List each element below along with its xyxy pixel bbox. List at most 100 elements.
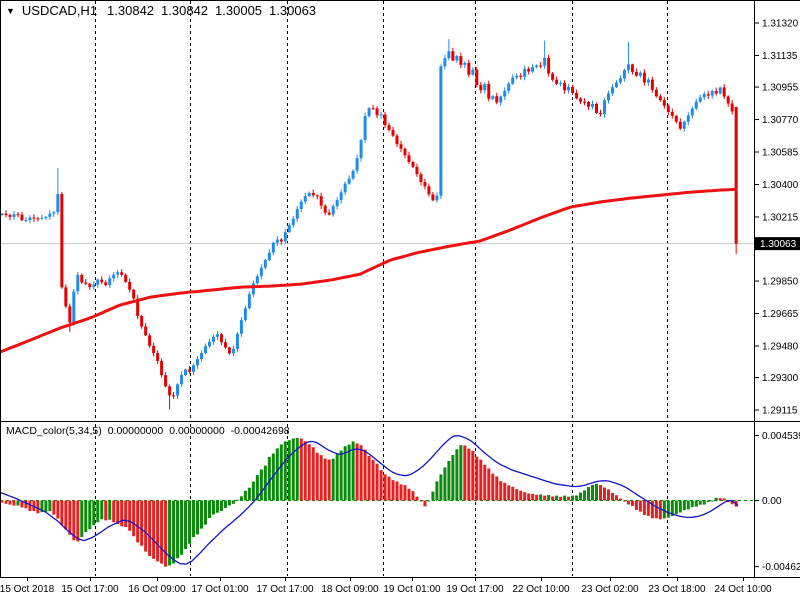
candle-body [371,108,375,110]
candle-body [80,274,84,283]
macd-bar [148,500,152,556]
macd-bar [299,438,303,501]
macd-bar [411,491,415,501]
time-tick-label: 22 Oct 10:00 [512,584,570,595]
macd-bar [219,500,223,512]
macd-bar [211,500,215,515]
macd-bar [618,498,622,501]
candle-body [363,116,367,140]
candle-body [563,82,567,91]
vertical-gridlines [95,1,668,576]
macd-bar [519,490,523,501]
macd-bar [431,491,435,501]
macd-bar [551,496,555,501]
macd-bar [223,500,227,509]
current-price-box [755,237,800,251]
time-tick-label: 19 Oct 17:00 [446,584,504,595]
candle-body [622,70,626,79]
candle-body [347,178,351,184]
macd-bar [523,492,527,501]
macd-bar [323,458,327,501]
candle-body [128,281,132,290]
candle-body [511,77,515,84]
candle-body [499,96,503,103]
macd-bar [64,500,68,530]
macd-bar [60,500,64,525]
macd-bar [303,441,307,501]
candle-body [124,274,128,282]
macd-bar [383,474,387,501]
candle-body [547,58,551,74]
candle-body [203,346,207,354]
macd-bar [471,450,475,501]
time-axis[interactable] [0,578,800,600]
macd-bar [152,500,156,559]
candle-body [559,82,563,84]
macd-bar [634,500,638,510]
candle-body [227,347,231,354]
candle-body [196,359,200,366]
macd-bar [666,500,670,518]
macd-bar [543,495,547,501]
macd-bar [547,495,551,501]
price-axis[interactable] [754,0,800,577]
candle-body [467,62,471,75]
candle-body [219,334,223,343]
candle-body [267,252,271,261]
candle-body [164,375,168,387]
macd-bar [463,445,467,501]
macd-bar [44,500,48,512]
price-tick-label: 1.30215 [762,212,799,223]
macd-tick-label: -0.0046220 [762,562,800,573]
macd-bar [662,500,666,519]
macd-name: MACD_color(5,34,5) [6,425,102,437]
candle-body [435,195,439,201]
macd-bar [120,500,124,527]
candle-body [68,306,72,323]
macd-bar [263,465,267,501]
main-plot-area[interactable] [0,0,754,421]
macd-bar [156,500,160,562]
macd-bar [295,437,299,501]
candle-body [654,89,658,97]
candle-body [12,214,16,217]
ohlc-high: 1.30842 [161,3,209,18]
macd-bar [626,500,630,505]
candle-body [503,90,507,97]
candle-body [682,121,686,129]
macd-bar [28,500,32,512]
macd-bar [567,496,571,501]
candle-body [279,239,283,242]
price-tick-label: 1.29850 [762,277,799,288]
candle-body [152,345,156,354]
candle-body [0,213,4,216]
candle-body [291,218,295,226]
macd-bar [311,447,315,501]
candle-body [479,85,483,91]
macd-bar [52,500,56,515]
symbol-period-label: USDCAD,H1 [21,3,98,18]
candle-body [8,215,12,217]
candle-body [670,112,674,116]
macd-bar [247,487,251,501]
candle-body [451,51,455,61]
candle-body [614,82,618,88]
macd-bar [587,487,591,501]
candle-body [44,216,48,218]
candle-body [283,232,287,242]
candle-body [734,106,738,244]
macd-bar [339,450,343,501]
candle-body [239,320,243,334]
macd-bar [714,497,718,501]
time-tick-label: 23 Oct 18:00 [648,584,706,595]
panel-borders [0,0,800,578]
candle-body [443,58,447,67]
candle-body [706,94,710,96]
macd-bar [706,500,710,502]
candle-body [427,186,431,195]
candle-body [411,162,415,167]
macd-plot-area[interactable] [0,423,754,577]
macd-bar [407,488,411,501]
macd-axis-labels: 0.0045399 0.00 -0.0046220 [755,431,800,573]
candle-body [259,267,263,277]
